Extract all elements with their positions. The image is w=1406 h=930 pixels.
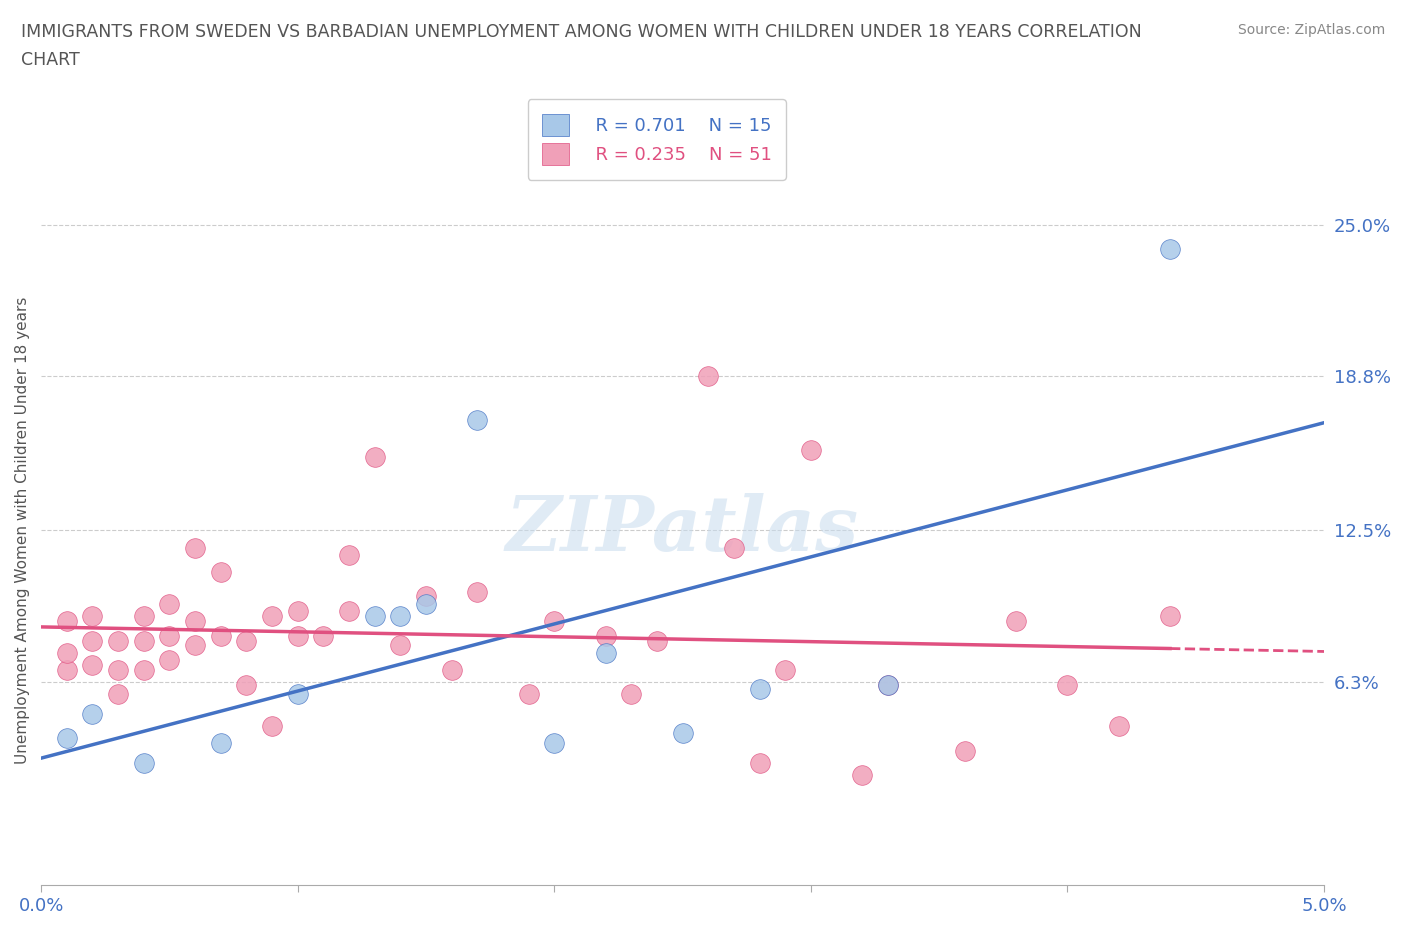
Text: CHART: CHART [21, 51, 80, 69]
Point [107, 687, 129, 702]
Point [876, 677, 898, 692]
Point [82, 707, 104, 722]
Point [235, 677, 257, 692]
Point [55, 645, 77, 660]
Point [157, 596, 180, 611]
Point [132, 755, 155, 770]
Point [543, 614, 565, 629]
Point [132, 608, 155, 623]
Point [671, 726, 693, 741]
Point [157, 653, 180, 668]
Point [620, 687, 643, 702]
Point [1056, 677, 1078, 692]
Point [595, 628, 617, 643]
Point [312, 628, 335, 643]
Point [184, 540, 207, 555]
Point [82, 608, 104, 623]
Point [851, 767, 873, 782]
Point [82, 633, 104, 648]
Point [363, 449, 385, 464]
Point [157, 628, 180, 643]
Point [953, 743, 976, 758]
Point [107, 662, 129, 677]
Point [389, 638, 412, 653]
Point [287, 687, 309, 702]
Point [287, 604, 309, 618]
Point [748, 755, 770, 770]
Point [55, 731, 77, 746]
Point [723, 540, 745, 555]
Point [337, 548, 360, 563]
Point [287, 628, 309, 643]
Point [415, 589, 437, 604]
Point [337, 604, 360, 618]
Y-axis label: Unemployment Among Women with Children Under 18 years: Unemployment Among Women with Children U… [15, 297, 30, 764]
Point [1005, 614, 1028, 629]
Point [800, 442, 823, 457]
Point [184, 614, 207, 629]
Point [132, 633, 155, 648]
Point [1159, 242, 1181, 257]
Point [107, 633, 129, 648]
Point [260, 719, 283, 734]
Point [1108, 719, 1130, 734]
Point [595, 645, 617, 660]
Point [465, 413, 488, 428]
Point [697, 369, 720, 384]
Legend:   R = 0.701    N = 15,   R = 0.235    N = 51: R = 0.701 N = 15, R = 0.235 N = 51 [527, 100, 786, 179]
Point [209, 628, 232, 643]
Point [748, 682, 770, 697]
Point [184, 638, 207, 653]
Point [82, 658, 104, 672]
Point [209, 565, 232, 579]
Point [415, 596, 437, 611]
Point [389, 608, 412, 623]
Point [363, 608, 385, 623]
Point [1159, 608, 1181, 623]
Text: Source: ZipAtlas.com: Source: ZipAtlas.com [1237, 23, 1385, 37]
Point [645, 633, 668, 648]
Point [235, 633, 257, 648]
Point [465, 584, 488, 599]
Point [260, 608, 283, 623]
Point [517, 687, 540, 702]
Text: IMMIGRANTS FROM SWEDEN VS BARBADIAN UNEMPLOYMENT AMONG WOMEN WITH CHILDREN UNDER: IMMIGRANTS FROM SWEDEN VS BARBADIAN UNEM… [21, 23, 1142, 41]
Point [876, 677, 898, 692]
Point [543, 736, 565, 751]
Point [55, 614, 77, 629]
Point [55, 662, 77, 677]
Point [209, 736, 232, 751]
Point [132, 662, 155, 677]
Point [440, 662, 463, 677]
Text: ZIPatlas: ZIPatlas [506, 494, 859, 567]
Point [773, 662, 796, 677]
